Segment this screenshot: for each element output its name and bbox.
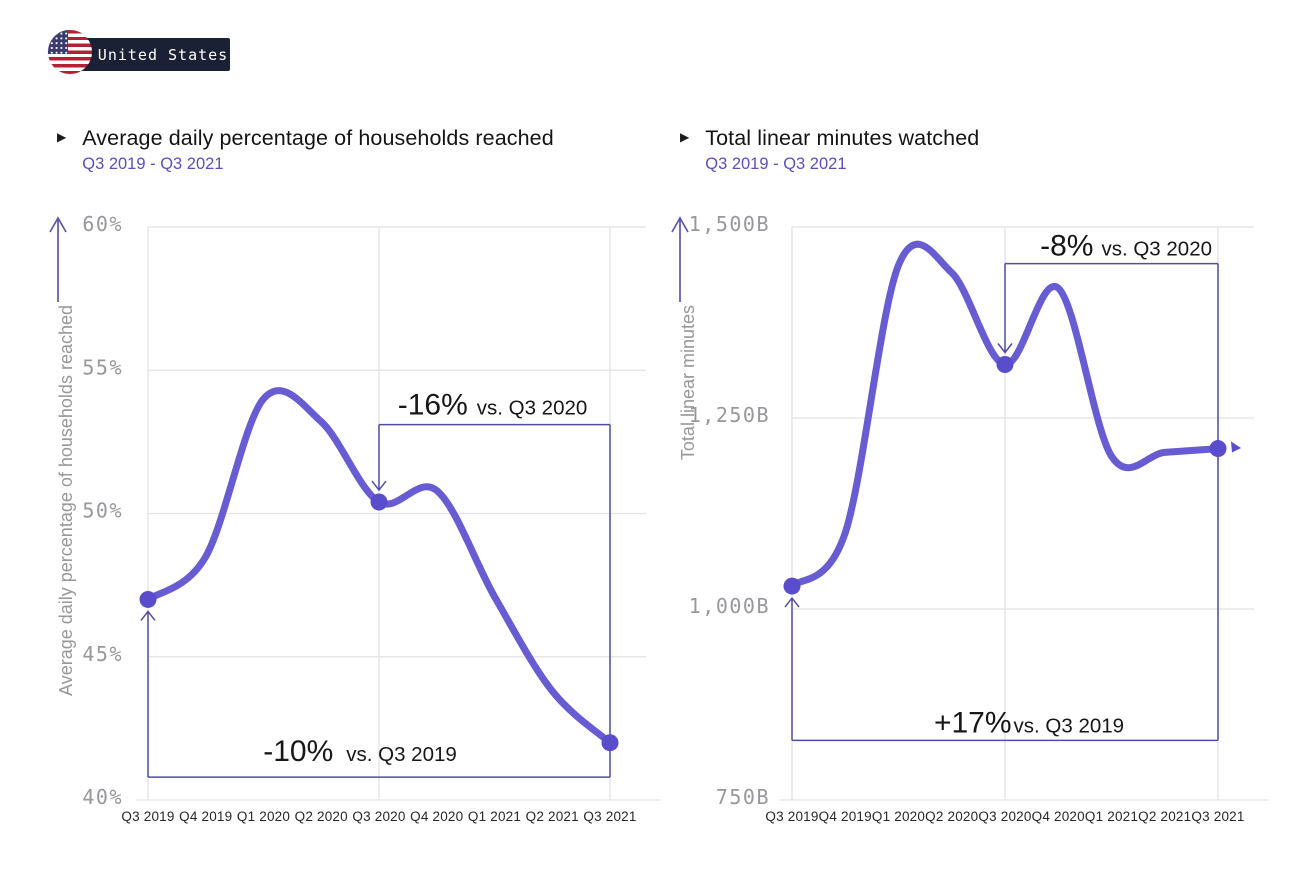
x-tick-label: Q4 2020 xyxy=(410,809,463,824)
chart-title: Total linear minutes watched xyxy=(705,126,980,150)
x-tick-label: Q2 2021 xyxy=(1138,809,1191,824)
left-chart: 60% 55% 50% 45% 40% Average daily percentage … xyxy=(49,212,660,824)
right-chart: 1,500B 1,250B 1,000B 750B Total linear minut… xyxy=(671,212,1268,824)
country-badge[interactable]: United States xyxy=(66,38,230,71)
y-tick-label: 1,500B xyxy=(689,212,770,236)
y-axis-title: Total linear minutes xyxy=(678,305,698,460)
annotation-arrow-up-icon xyxy=(784,596,800,741)
x-tick-label: Q1 2020 xyxy=(237,809,290,824)
annotation-label: -16% vs. Q3 2020 xyxy=(398,389,588,422)
y-tick-label: 60% xyxy=(82,212,123,236)
data-point-dot xyxy=(996,356,1014,374)
annotation-label: -10% vs. Q3 2019 xyxy=(263,735,457,768)
y-axis-arrow-icon xyxy=(671,216,689,302)
right-chart-header: ▶ Total linear minutes watched Q3 2019 -… xyxy=(680,125,979,174)
x-tick-label: Q2 2020 xyxy=(295,809,348,824)
line-end-arrow-icon xyxy=(1231,441,1241,453)
data-point-dot xyxy=(370,493,388,511)
y-tick-label: 1,000B xyxy=(689,594,770,618)
x-tick-label: Q3 2021 xyxy=(1191,809,1244,824)
chart-title: Average daily percentage of households r… xyxy=(82,126,554,150)
annotation-arrow-up-icon xyxy=(140,610,156,778)
triangle-bullet-icon[interactable]: ▶ xyxy=(680,130,690,144)
y-axis-arrow-icon xyxy=(49,216,67,302)
x-tick-label: Q2 2020 xyxy=(925,809,978,824)
y-axis-title: Average daily percentage of households r… xyxy=(56,305,76,696)
x-tick-label: Q1 2020 xyxy=(872,809,925,824)
x-tick-label: Q2 2021 xyxy=(526,809,579,824)
data-point-dot xyxy=(601,734,619,752)
data-point-dot xyxy=(139,590,157,608)
chart-subtitle: Q3 2019 - Q3 2021 xyxy=(82,155,224,173)
data-point-dot xyxy=(783,577,801,595)
annotation-arrow-down-icon xyxy=(371,424,387,492)
left-chart-header: ▶ Average daily percentage of households… xyxy=(57,125,554,174)
x-tick-label: Q1 2021 xyxy=(468,809,521,824)
x-tick-label: Q4 2019 xyxy=(819,809,872,824)
y-tick-label: 50% xyxy=(82,499,123,523)
y-tick-label: 750B xyxy=(716,785,770,809)
y-tick-label: 40% xyxy=(82,785,123,809)
y-tick-label: 1,250B xyxy=(689,403,770,427)
x-tick-label: Q3 2019 xyxy=(765,809,818,824)
x-tick-label: Q1 2021 xyxy=(1085,809,1138,824)
chart-subtitle: Q3 2019 - Q3 2021 xyxy=(705,155,847,173)
trend-line xyxy=(788,240,1222,590)
right-chart-header-text: Total linear minutes watched Q3 2019 - Q… xyxy=(705,125,979,174)
x-tick-label: Q3 2019 xyxy=(121,809,174,824)
annotation-arrow-down-icon xyxy=(997,263,1013,354)
triangle-bullet-icon[interactable]: ▶ xyxy=(57,130,67,144)
us-flag-icon xyxy=(48,30,92,74)
annotation-label: +17%vs. Q3 2019 xyxy=(934,706,1124,739)
y-tick-label: 45% xyxy=(82,642,123,666)
x-tick-label: Q4 2019 xyxy=(179,809,232,824)
x-tick-label: Q3 2020 xyxy=(978,809,1031,824)
left-chart-header-text: Average daily percentage of households r… xyxy=(82,125,554,174)
data-point-dot xyxy=(1209,440,1227,458)
y-tick-label: 55% xyxy=(82,355,123,379)
x-tick-label: Q4 2020 xyxy=(1032,809,1085,824)
annotation-label: -8% vs. Q3 2020 xyxy=(1040,230,1212,263)
x-tick-label: Q3 2020 xyxy=(352,809,405,824)
x-tick-label: Q3 2021 xyxy=(583,809,636,824)
